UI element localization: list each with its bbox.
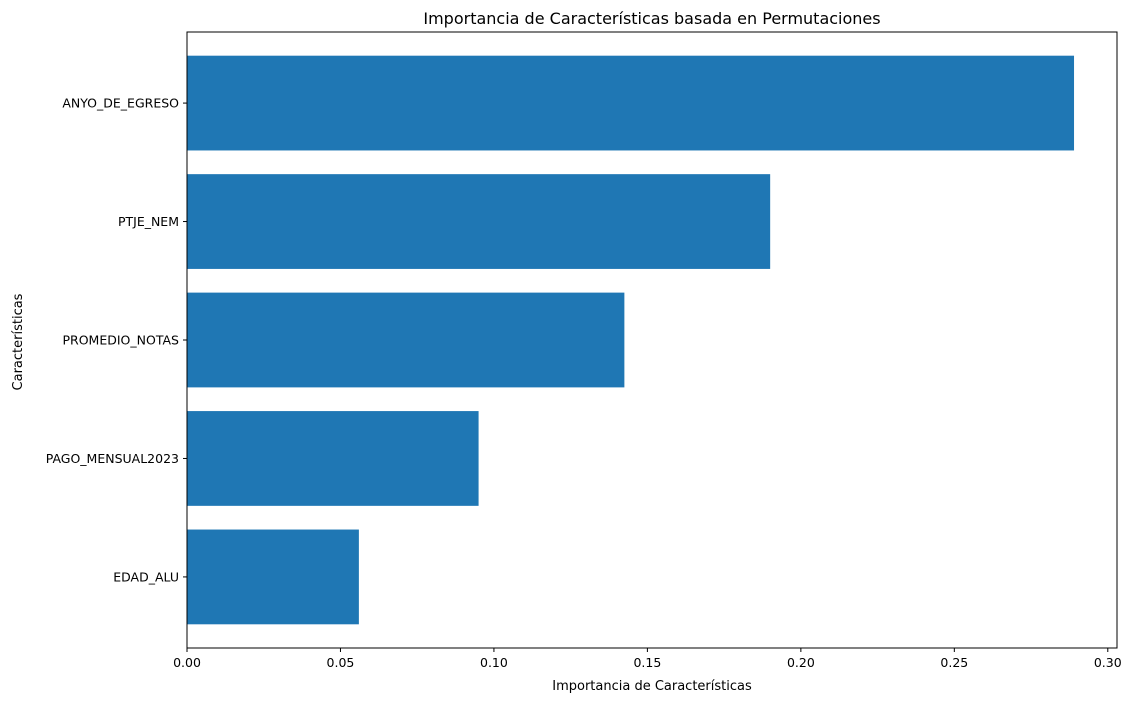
y-tick-label: EDAD_ALU — [113, 569, 179, 584]
bar-edad_alu — [187, 529, 359, 625]
bar-anyo_de_egreso — [187, 55, 1075, 151]
plot-area: ANYO_DE_EGRESO PTJE_NEM PROMEDIO_NOTAS PAGO… — [46, 31, 1122, 670]
bar-pago_mensual2023 — [187, 411, 479, 506]
x-tick-label: 0.25 — [940, 655, 968, 670]
x-axis-title: Importancia de Características — [552, 679, 752, 694]
x-tick-label: 0.15 — [633, 655, 661, 670]
x-tick-label: 0.30 — [1094, 655, 1122, 670]
y-tick-label: ANYO_DE_EGRESO — [62, 96, 179, 111]
bar-promedio_notas — [187, 292, 625, 388]
x-tick-label: 0.10 — [480, 655, 508, 670]
x-tick-label: 0.00 — [173, 655, 201, 670]
x-tick-label: 0.20 — [787, 655, 815, 670]
chart-title: Importancia de Características basada en… — [423, 9, 880, 28]
x-tick-label: 0.05 — [327, 655, 355, 670]
plot-frame — [186, 31, 1118, 649]
y-axis-title: Características — [11, 293, 26, 390]
y-tick-label: PROMEDIO_NOTAS — [63, 333, 180, 348]
y-tick-label: PAGO_MENSUAL2023 — [46, 451, 179, 466]
bar-ptje_nem — [187, 174, 771, 269]
y-tick-label: PTJE_NEM — [118, 214, 179, 229]
